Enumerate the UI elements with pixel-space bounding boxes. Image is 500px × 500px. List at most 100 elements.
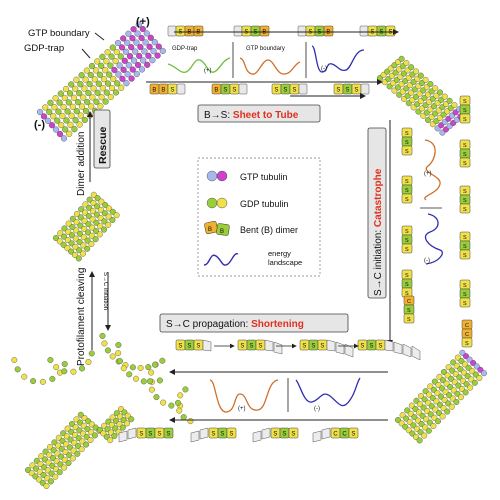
legend-energy-landscape: energy landscape: [268, 249, 302, 267]
curved-dimer: [402, 343, 412, 358]
curved-dimer: [312, 430, 322, 443]
tubulin-subunit: [133, 70, 140, 78]
tubulin-subunit: [119, 424, 126, 431]
dimer-letter: S: [229, 431, 233, 437]
tubulin-subunit: [78, 206, 85, 213]
tubulin-subunit: [72, 85, 79, 92]
tubulin-subunit: [155, 43, 162, 50]
gtp-blue-swatch-icon: [206, 170, 218, 182]
tubulin-subunit: [99, 332, 106, 339]
dimer-letter: S: [405, 247, 409, 253]
dimer-box: [401, 243, 413, 254]
tubulin-subunit: [84, 98, 91, 106]
tubulin-subunit: [82, 76, 89, 83]
tubulin-subunit: [43, 483, 50, 489]
tubulin-subunit: [86, 196, 93, 203]
dimer-letter: S: [463, 244, 467, 250]
tubulin-subunit: [107, 93, 114, 101]
dimer-letter: S: [249, 343, 253, 349]
tubulin-subunit: [109, 353, 116, 360]
tubulin-subunit: [103, 89, 110, 96]
tubulin-subunit: [63, 117, 70, 124]
shortening-label: S→C propagation: Shortening: [166, 319, 304, 330]
tubulin-subunit: [187, 418, 194, 425]
tubulin-subunit: [94, 195, 101, 202]
tubulin-subunit: [130, 57, 138, 64]
tubulin-subunit: [112, 57, 119, 65]
dimer-box: [459, 297, 471, 308]
dimer-letter: S: [166, 431, 170, 437]
dimer-letter: S: [157, 431, 161, 437]
energy-curve-orange-right: [424, 139, 441, 201]
tubulin-subunit: [108, 53, 115, 60]
tubulin-subunit: [77, 81, 84, 88]
tubulin-subunit: [109, 208, 116, 215]
tubulin-subunit: [14, 366, 21, 373]
tubulin-subunit: [134, 30, 141, 37]
tubulin-subunit: [83, 441, 90, 448]
dimer-letter: S: [240, 343, 244, 349]
tubulin-subunit: [97, 215, 104, 221]
dimer-letter: S: [292, 87, 296, 93]
tubulin-subunit: [57, 230, 64, 237]
tubulin-subunit: [68, 112, 75, 119]
tubulin-subunit: [430, 423, 437, 429]
dimer-letter: S: [282, 431, 286, 437]
tubulin-subunit: [85, 359, 92, 365]
tubulin-subunit: [148, 369, 155, 376]
svg-text:B: B: [208, 227, 212, 233]
tubulin-subunit: [42, 104, 49, 111]
tubulin-subunit: [65, 220, 72, 227]
tubulin-subunit: [89, 94, 96, 101]
tubulin-subunit: [180, 414, 187, 421]
tubulin-subunit: [56, 99, 63, 106]
tubulin-subunit: [84, 237, 91, 244]
tubulin-subunit: [50, 113, 57, 120]
tubulin-subunit: [102, 98, 109, 105]
tubulin-subunit: [67, 121, 74, 128]
tubulin-subunit: [435, 418, 441, 425]
tubulin-subunit: [80, 234, 87, 241]
tubulin-subunit: [61, 361, 68, 368]
tubulin-subunit: [65, 460, 72, 466]
tubulin-subunit: [95, 80, 102, 87]
tubulin-subunit: [93, 98, 100, 105]
tubulin-subunit: [69, 103, 76, 110]
tubulin-subunit: [105, 221, 112, 228]
tubulin-subunit: [59, 112, 66, 120]
tubulin-subunit: [76, 239, 83, 245]
dimer-box: [238, 83, 248, 95]
dimer-letter: S: [405, 140, 409, 146]
tubulin-subunit: [85, 229, 91, 236]
protofilament-cleaving-label: Protofilament cleaving: [76, 268, 87, 366]
tubulin-subunit: [69, 232, 75, 239]
tubulin-subunit: [144, 61, 151, 68]
dimer-letter: S: [463, 253, 467, 259]
dimer-letter: S: [336, 87, 340, 93]
microtubule-bottom-right: [395, 349, 487, 444]
tubulin-subunit: [85, 221, 92, 228]
tubulin-subunit: [128, 75, 135, 82]
tubulin-subunit: [69, 455, 76, 462]
dimer-letter: S: [405, 291, 409, 297]
rescue-box: [93, 109, 111, 169]
tubulin-subunit: [104, 80, 112, 87]
curved-dimer: [264, 339, 274, 352]
tubulin-subunit: [128, 416, 135, 423]
dimer-letter: S: [405, 238, 409, 244]
dimer-letter: S: [405, 149, 409, 155]
tubulin-subunit: [114, 39, 122, 47]
curved-dimer: [393, 341, 403, 355]
dimer-box: [298, 83, 308, 95]
dimer-letter: S: [405, 282, 409, 288]
inset-label-gdp-trap: GDP-trap: [172, 46, 198, 52]
tubulin-subunit: [97, 223, 104, 230]
tubulin-subunit: [93, 211, 100, 218]
tubulin-subunit: [81, 116, 88, 124]
tubulin-subunit: [121, 57, 128, 64]
tubulin-subunit: [98, 206, 104, 213]
tubulin-subunit: [89, 224, 96, 231]
tubulin-subunit: [73, 108, 80, 115]
tubulin-subunit: [82, 107, 90, 115]
gtp-boundary-pointer: [94, 32, 105, 41]
